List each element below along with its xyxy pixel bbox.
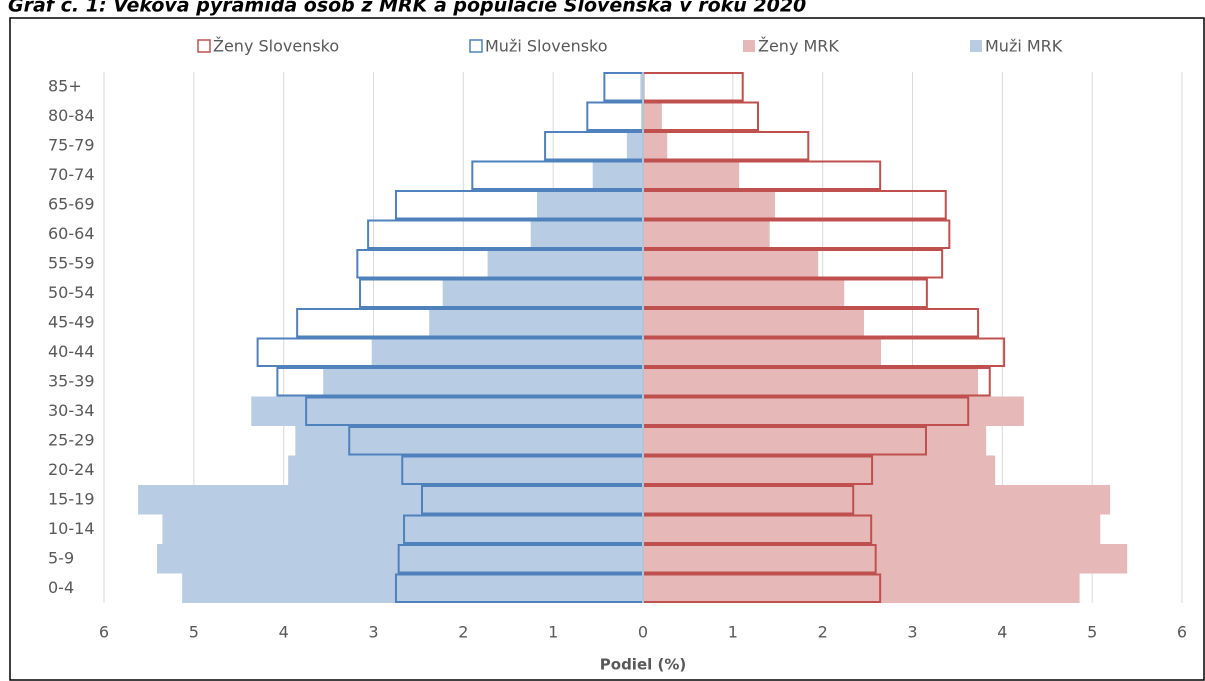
x-tick-label: 1 — [728, 623, 738, 642]
bar — [640, 72, 643, 102]
bar — [643, 396, 1024, 426]
y-tick-label: 20-24 — [48, 460, 95, 479]
y-tick-label: 55-59 — [48, 253, 95, 272]
y-tick-label: 0-4 — [48, 578, 74, 597]
bar — [643, 455, 996, 485]
bar — [643, 337, 882, 367]
y-tick-label: 40-44 — [48, 342, 95, 361]
bar — [138, 485, 644, 515]
y-tick-label: 5-9 — [48, 548, 74, 567]
x-tick-label: 6 — [99, 623, 109, 642]
bar — [643, 426, 987, 456]
x-tick-label: 6 — [1177, 623, 1187, 642]
bar — [323, 367, 643, 397]
bar — [251, 396, 643, 426]
bar — [295, 426, 643, 456]
bar — [643, 101, 662, 131]
bar — [157, 544, 644, 574]
bar — [530, 219, 643, 249]
y-tick-label: 25-29 — [48, 430, 95, 449]
y-tick-label: 70-74 — [48, 165, 95, 184]
x-tick-label: 4 — [279, 623, 289, 642]
bar — [162, 514, 643, 544]
x-tick-label: 3 — [907, 623, 917, 642]
y-tick-label: 10-14 — [48, 519, 95, 538]
legend-label: Ženy Slovensko — [213, 37, 339, 56]
bar — [643, 278, 845, 308]
legend-swatch — [197, 39, 211, 53]
bar — [643, 544, 1128, 574]
x-tick-label: 0 — [638, 623, 648, 642]
bar — [643, 249, 819, 279]
x-tick-label: 2 — [818, 623, 828, 642]
y-tick-label: 75-79 — [48, 135, 95, 154]
bar — [442, 278, 643, 308]
x-tick-label: 3 — [368, 623, 378, 642]
x-tick-label: 4 — [997, 623, 1007, 642]
x-tick-label: 5 — [189, 623, 199, 642]
bar — [643, 367, 979, 397]
y-tick-label: 80-84 — [48, 106, 95, 125]
bar — [643, 485, 1111, 515]
x-axis-title: Podiel (%) — [600, 656, 686, 674]
y-tick-label: 85+ — [48, 76, 82, 95]
bar — [643, 160, 740, 190]
bar — [371, 337, 643, 367]
x-tick-label: 5 — [1087, 623, 1097, 642]
y-tick-label: 30-34 — [48, 401, 95, 420]
y-tick-label: 35-39 — [48, 371, 95, 390]
y-tick-label: 15-19 — [48, 489, 95, 508]
bar — [288, 455, 643, 485]
bar — [643, 219, 770, 249]
bar — [643, 308, 864, 338]
bar — [643, 190, 776, 220]
legend-swatch — [743, 40, 755, 52]
legend-label: Muži Slovensko — [485, 37, 608, 56]
chart-title: Graf č. 1: Veková pyramída osôb z MRK a … — [8, 0, 806, 17]
bar — [429, 308, 643, 338]
legend-label: Ženy MRK — [758, 37, 839, 56]
legend-label: Muži MRK — [985, 37, 1063, 56]
bar — [536, 190, 643, 220]
bar — [643, 573, 1080, 603]
bar — [182, 573, 643, 603]
y-tick-label: 50-54 — [48, 283, 95, 302]
y-tick-label: 60-64 — [48, 224, 95, 243]
bar — [626, 131, 643, 161]
bar — [592, 160, 643, 190]
y-tick-label: 45-49 — [48, 312, 95, 331]
bar — [487, 249, 643, 279]
y-tick-label: 65-69 — [48, 194, 95, 213]
legend-swatch — [970, 40, 982, 52]
x-tick-label: 1 — [548, 623, 558, 642]
bar — [643, 131, 668, 161]
legend-swatch — [469, 39, 483, 53]
x-tick-label: 2 — [458, 623, 468, 642]
